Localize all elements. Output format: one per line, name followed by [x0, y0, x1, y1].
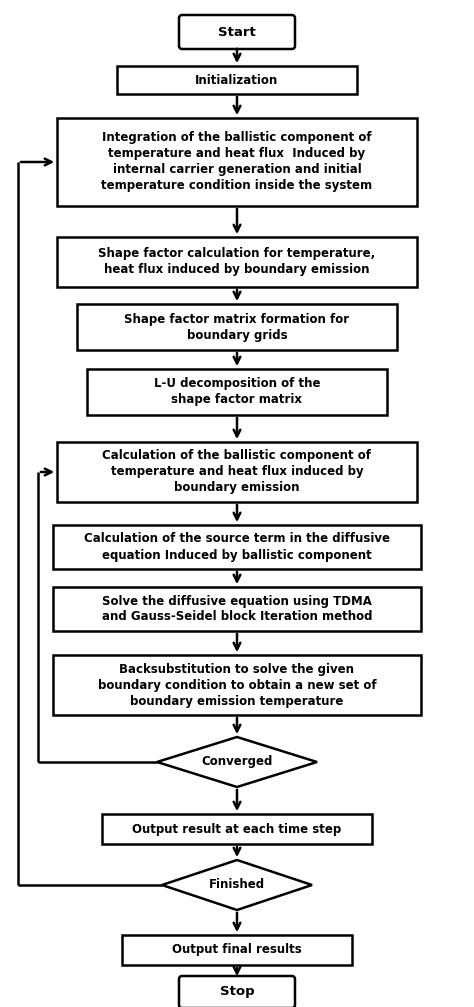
FancyBboxPatch shape [57, 237, 417, 287]
FancyBboxPatch shape [57, 118, 417, 206]
FancyBboxPatch shape [179, 15, 295, 49]
FancyBboxPatch shape [57, 442, 417, 502]
Text: Output result at each time step: Output result at each time step [132, 823, 342, 836]
Text: Initialization: Initialization [195, 74, 279, 87]
Text: Integration of the ballistic component of
temperature and heat flux  Induced by
: Integration of the ballistic component o… [101, 132, 373, 192]
Polygon shape [157, 737, 317, 787]
Text: Solve the diffusive equation using TDMA
and Gauss-Seidel block Iteration method: Solve the diffusive equation using TDMA … [102, 594, 372, 623]
Text: Converged: Converged [201, 755, 273, 768]
Text: Calculation of the ballistic component of
temperature and heat flux induced by
b: Calculation of the ballistic component o… [102, 449, 372, 494]
Text: Calculation of the source term in the diffusive
equation Induced by ballistic co: Calculation of the source term in the di… [84, 533, 390, 562]
FancyBboxPatch shape [179, 976, 295, 1007]
Text: Shape factor calculation for temperature,
heat flux induced by boundary emission: Shape factor calculation for temperature… [99, 248, 375, 277]
FancyBboxPatch shape [77, 304, 397, 350]
FancyBboxPatch shape [53, 655, 421, 715]
Text: L-U decomposition of the
shape factor matrix: L-U decomposition of the shape factor ma… [154, 378, 320, 407]
Text: Finished: Finished [209, 878, 265, 891]
Text: Backsubstitution to solve the given
boundary condition to obtain a new set of
bo: Backsubstitution to solve the given boun… [98, 663, 376, 708]
Text: Stop: Stop [219, 986, 255, 999]
Text: Start: Start [218, 25, 256, 38]
Text: Output final results: Output final results [172, 944, 302, 957]
FancyBboxPatch shape [102, 814, 372, 844]
FancyBboxPatch shape [117, 66, 357, 94]
FancyBboxPatch shape [87, 369, 387, 415]
FancyBboxPatch shape [53, 525, 421, 569]
Polygon shape [162, 860, 312, 910]
Text: Shape factor matrix formation for
boundary grids: Shape factor matrix formation for bounda… [125, 312, 349, 341]
FancyBboxPatch shape [122, 936, 352, 965]
FancyBboxPatch shape [53, 587, 421, 631]
